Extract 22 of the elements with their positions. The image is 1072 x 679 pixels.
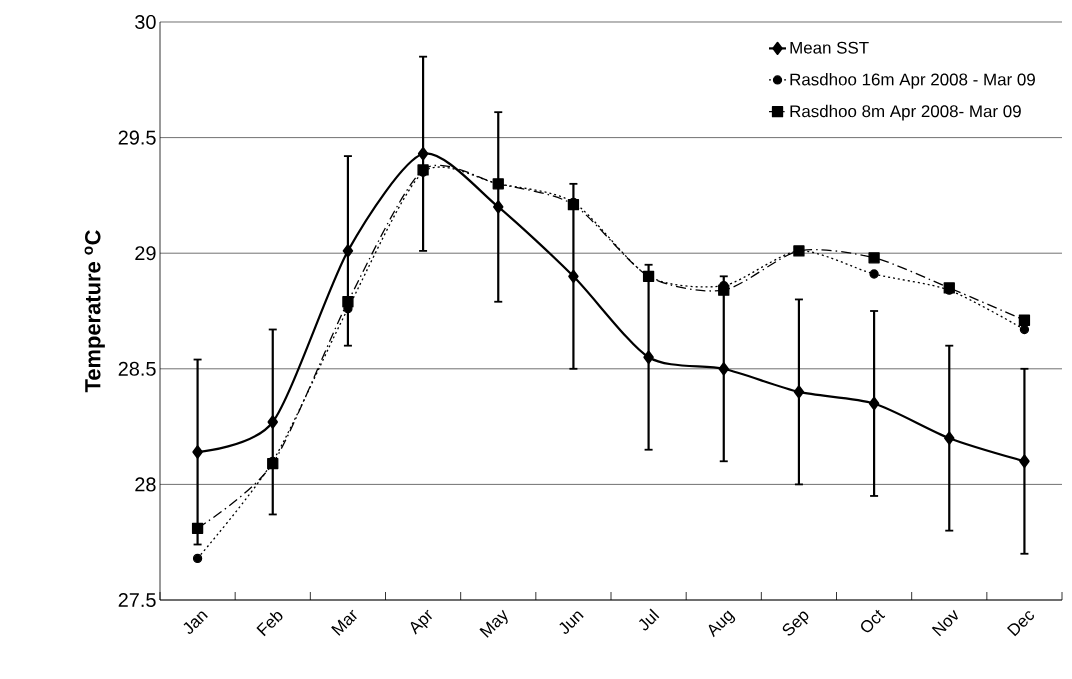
x-tick-label: Feb bbox=[256, 611, 283, 637]
legend-label: Rasdhoo 16m Apr 2008 - Mar 09 bbox=[790, 73, 1035, 89]
legend-label: Rasdhoo 8m Apr 2008- Mar 09 bbox=[790, 104, 1021, 121]
x-tick-label: Jun bbox=[559, 611, 584, 634]
y-tick-label: 30 bbox=[135, 14, 156, 30]
x-tick-label: Sep bbox=[782, 611, 809, 636]
x-tick-label: Jan bbox=[183, 611, 208, 634]
x-tick-label: Aug bbox=[708, 610, 736, 638]
x-tick-label: Oct bbox=[861, 609, 886, 633]
y-tick-label: 29.5 bbox=[118, 130, 156, 145]
x-tick-label: Nov bbox=[931, 609, 958, 637]
y-tick-label: 27.5 bbox=[118, 592, 156, 608]
x-tick-label: May bbox=[479, 609, 508, 638]
x-tick-label: Apr bbox=[410, 609, 433, 635]
y-tick-label: 28.5 bbox=[118, 361, 156, 376]
y-axis-title: Temperature $^{o}$C bbox=[84, 230, 105, 393]
y-tick-label: 28 bbox=[135, 477, 156, 492]
x-tick-label: Jul bbox=[638, 608, 660, 631]
y-tick-label: 29 bbox=[135, 246, 156, 261]
x-tick-label: Mar bbox=[331, 609, 357, 636]
legend-label: Mean SST bbox=[790, 41, 869, 54]
x-tick-label: Dec bbox=[1006, 611, 1034, 637]
